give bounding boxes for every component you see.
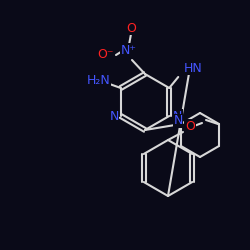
Text: O: O xyxy=(126,22,136,35)
Text: N: N xyxy=(173,114,183,128)
Text: O⁻: O⁻ xyxy=(98,48,114,62)
Text: O: O xyxy=(185,120,195,132)
Text: N: N xyxy=(173,110,182,122)
Text: N: N xyxy=(110,110,119,122)
Text: N⁺: N⁺ xyxy=(121,44,137,57)
Text: H₂N: H₂N xyxy=(87,74,111,86)
Text: HN: HN xyxy=(184,62,203,74)
